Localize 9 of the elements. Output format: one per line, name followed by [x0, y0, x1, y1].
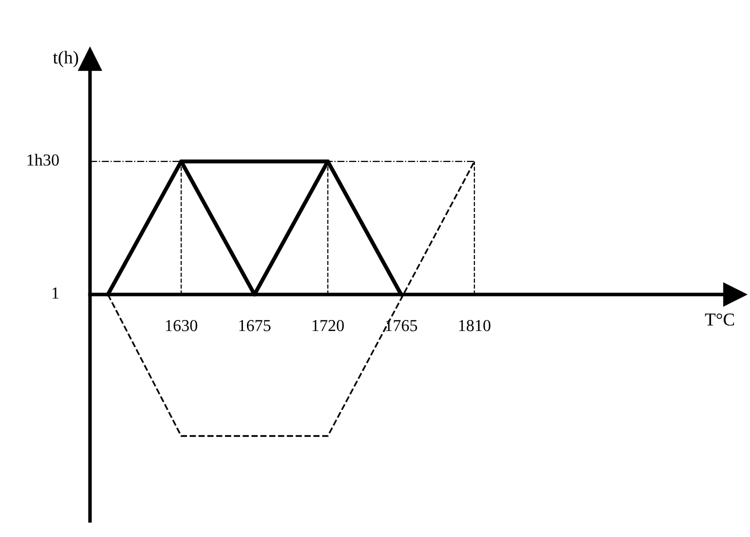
x-tick-label: 1630 [166, 320, 198, 332]
x-tick-label: 1810 [459, 320, 490, 332]
text: 1 [52, 288, 58, 298]
x-tick-label: 1720 [312, 320, 344, 332]
x-tick-label: 1675 [239, 320, 271, 332]
x-tick-label: 1765 [386, 320, 418, 332]
text: t(h) [53, 50, 78, 68]
x-axis-title: T°C [705, 313, 734, 326]
text: 1h30 [28, 154, 59, 166]
